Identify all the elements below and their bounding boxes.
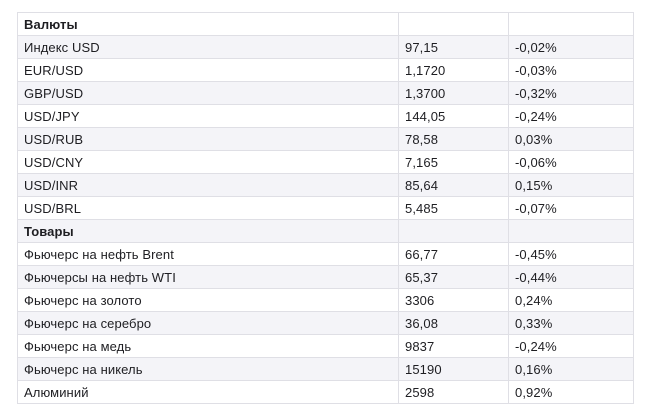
instrument-change-cell: -0,45% <box>508 242 634 266</box>
section-header-row: Валюты <box>17 12 634 36</box>
instrument-name-cell: Алюминий <box>17 380 399 404</box>
instrument-value-cell: 85,64 <box>398 173 509 197</box>
instrument-value-cell: 144,05 <box>398 104 509 128</box>
market-quotes-table: Валюты Индекс USD 97,15 -0,02% EUR/USD 1,1720… <box>17 12 634 404</box>
instrument-change-cell: 0,15% <box>508 173 634 197</box>
instrument-value-cell: 1,1720 <box>398 58 509 82</box>
instrument-change-cell: 0,16% <box>508 357 634 381</box>
instrument-change-cell <box>508 219 634 243</box>
instrument-name-cell: Фьючерс на нефть Brent <box>17 242 399 266</box>
instrument-name-cell: Фьючерс на серебро <box>17 311 399 335</box>
instrument-change-cell: -0,24% <box>508 104 634 128</box>
table-row: USD/INR 85,64 0,15% <box>17 173 634 197</box>
section-title: Товары <box>17 219 399 243</box>
table-row: USD/RUB 78,58 0,03% <box>17 127 634 151</box>
instrument-value-cell: 1,3700 <box>398 81 509 105</box>
table-row: Фьючерс на нефть Brent 66,77 -0,45% <box>17 242 634 266</box>
instrument-change-cell: -0,24% <box>508 334 634 358</box>
instrument-value-cell: 78,58 <box>398 127 509 151</box>
table-row: USD/BRL 5,485 -0,07% <box>17 196 634 220</box>
instrument-value-cell: 9837 <box>398 334 509 358</box>
instrument-change-cell: -0,44% <box>508 265 634 289</box>
instrument-value-cell <box>398 219 509 243</box>
instrument-name-cell: EUR/USD <box>17 58 399 82</box>
instrument-name-cell: Фьючерс на медь <box>17 334 399 358</box>
instrument-change-cell: -0,32% <box>508 81 634 105</box>
instrument-name-cell: Фьючерс на никель <box>17 357 399 381</box>
instrument-name-cell: USD/JPY <box>17 104 399 128</box>
instrument-change-cell: -0,03% <box>508 58 634 82</box>
table-row: GBP/USD 1,3700 -0,32% <box>17 81 634 105</box>
table-row: EUR/USD 1,1720 -0,03% <box>17 58 634 82</box>
instrument-value-cell: 65,37 <box>398 265 509 289</box>
instrument-value-cell: 15190 <box>398 357 509 381</box>
table-row: Фьючерс на медь 9837 -0,24% <box>17 334 634 358</box>
instrument-name-cell: Фьючерс на золото <box>17 288 399 312</box>
instrument-value-cell: 66,77 <box>398 242 509 266</box>
instrument-change-cell <box>508 12 634 36</box>
instrument-name-cell: GBP/USD <box>17 81 399 105</box>
instrument-value-cell: 97,15 <box>398 35 509 59</box>
instrument-value-cell: 3306 <box>398 288 509 312</box>
instrument-value-cell: 36,08 <box>398 311 509 335</box>
instrument-name-cell: USD/RUB <box>17 127 399 151</box>
market-quotes-table-container: Валюты Индекс USD 97,15 -0,02% EUR/USD 1,1720… <box>17 12 634 404</box>
table-row: USD/JPY 144,05 -0,24% <box>17 104 634 128</box>
instrument-name-cell: Индекс USD <box>17 35 399 59</box>
table-row: USD/CNY 7,165 -0,06% <box>17 150 634 174</box>
instrument-name-cell: USD/INR <box>17 173 399 197</box>
instrument-value-cell: 2598 <box>398 380 509 404</box>
instrument-change-cell: -0,06% <box>508 150 634 174</box>
instrument-change-cell: -0,02% <box>508 35 634 59</box>
instrument-change-cell: 0,33% <box>508 311 634 335</box>
section-title: Валюты <box>17 12 399 36</box>
instrument-change-cell: -0,07% <box>508 196 634 220</box>
table-row: Фьючерс на серебро 36,08 0,33% <box>17 311 634 335</box>
instrument-change-cell: 0,92% <box>508 380 634 404</box>
market-quotes-table-body: Валюты Индекс USD 97,15 -0,02% EUR/USD 1,1720… <box>17 12 634 404</box>
table-row: Фьючерсы на нефть WTI 65,37 -0,44% <box>17 265 634 289</box>
table-row: Индекс USD 97,15 -0,02% <box>17 35 634 59</box>
instrument-change-cell: 0,24% <box>508 288 634 312</box>
instrument-value-cell: 5,485 <box>398 196 509 220</box>
instrument-name-cell: USD/CNY <box>17 150 399 174</box>
instrument-name-cell: Фьючерсы на нефть WTI <box>17 265 399 289</box>
table-row: Фьючерс на золото 3306 0,24% <box>17 288 634 312</box>
table-row: Алюминий 2598 0,92% <box>17 380 634 404</box>
instrument-name-cell: USD/BRL <box>17 196 399 220</box>
table-row: Фьючерс на никель 15190 0,16% <box>17 357 634 381</box>
instrument-value-cell <box>398 12 509 36</box>
instrument-value-cell: 7,165 <box>398 150 509 174</box>
section-header-row: Товары <box>17 219 634 243</box>
instrument-change-cell: 0,03% <box>508 127 634 151</box>
